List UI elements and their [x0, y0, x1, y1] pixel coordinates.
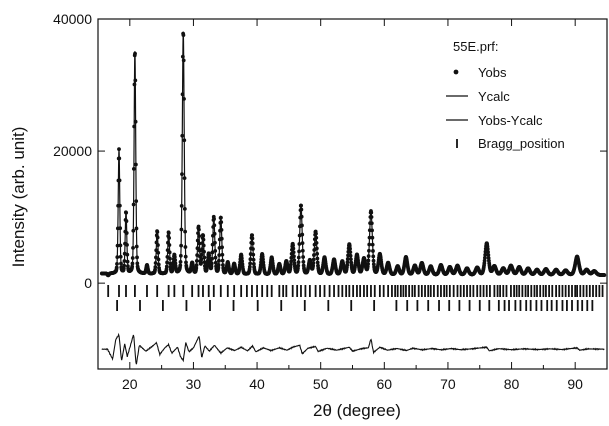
x-tick-label: 90 [567, 376, 583, 392]
x-tick-label: 20 [122, 376, 138, 392]
series-bragg-position [107, 285, 604, 311]
x-axis-title: 2θ (degree) [313, 401, 401, 420]
legend: 55E.prf: Yobs Ycalc Yobs-Ycalc Bragg_pos… [446, 39, 565, 151]
plot-area: 20 30 40 50 60 70 80 90 0 20000 40000 [53, 11, 608, 392]
series-yobs [99, 31, 607, 278]
x-tick-label: 50 [313, 376, 329, 392]
series-ycalc [101, 31, 605, 276]
legend-bragg-label: Bragg_position [478, 136, 565, 151]
y-tick-label: 40000 [53, 11, 92, 27]
legend-yobs-marker [453, 69, 459, 75]
x-tick-label: 60 [377, 376, 393, 392]
x-tick-label: 80 [504, 376, 520, 392]
legend-diff-label: Yobs-Ycalc [478, 113, 543, 128]
y-axis-title: Intensity (arb. unit) [9, 127, 28, 268]
legend-ycalc-label: Ycalc [478, 89, 510, 104]
legend-yobs-label: Yobs [478, 65, 507, 80]
x-tick-label: 40 [249, 376, 265, 392]
series-yobs-ycalc [101, 332, 605, 365]
legend-title: 55E.prf: [453, 39, 499, 54]
x-tick-label: 30 [186, 376, 202, 392]
y-tick-label: 20000 [53, 143, 92, 159]
x-tick-label: 70 [440, 376, 456, 392]
plot-frame [97, 18, 608, 370]
y-tick-label: 0 [84, 275, 92, 291]
